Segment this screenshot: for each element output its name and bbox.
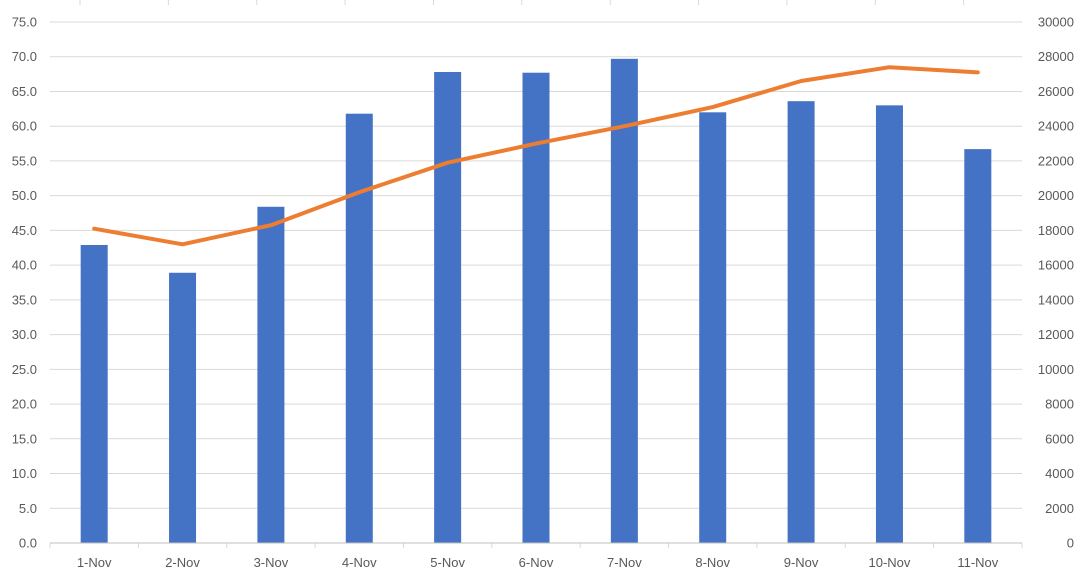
right-tick-label: 4000 bbox=[1045, 466, 1074, 481]
right-tick-label: 12000 bbox=[1038, 327, 1074, 342]
left-tick-label: 45.0 bbox=[12, 223, 37, 238]
right-tick-label: 6000 bbox=[1045, 431, 1074, 446]
left-tick-label: 40.0 bbox=[12, 258, 37, 273]
right-tick-label: 10000 bbox=[1038, 362, 1074, 377]
left-tick-label: 25.0 bbox=[12, 362, 37, 377]
bar bbox=[787, 101, 815, 543]
line-path bbox=[92, 65, 980, 247]
left-tick-label: 60.0 bbox=[12, 119, 37, 134]
right-tick-label: 24000 bbox=[1038, 119, 1074, 134]
left-tick-label: 35.0 bbox=[12, 292, 37, 307]
right-tick-label: 22000 bbox=[1038, 153, 1074, 168]
line-series bbox=[92, 65, 980, 247]
right-tick-label: 28000 bbox=[1038, 49, 1074, 64]
bar bbox=[169, 272, 197, 543]
x-tick-label: 10-Nov bbox=[868, 555, 910, 570]
bar bbox=[257, 206, 285, 544]
x-axis: 1-Nov 2-Nov 3-Nov 4-Nov 5-Nov 6-Nov 7-Nov 8-Nov… bbox=[50, 542, 1022, 570]
right-tick-label: 16000 bbox=[1038, 258, 1074, 273]
bar-series bbox=[80, 58, 992, 544]
x-tick-label: 9-Nov bbox=[784, 555, 819, 570]
left-tick-label: 15.0 bbox=[12, 431, 37, 446]
bar bbox=[345, 113, 373, 544]
left-tick-label: 50.0 bbox=[12, 188, 37, 203]
right-tick-label: 20000 bbox=[1038, 188, 1074, 203]
right-tick-label: 8000 bbox=[1045, 397, 1074, 412]
x-tick-label: 8-Nov bbox=[695, 555, 730, 570]
x-tick-label: 7-Nov bbox=[607, 555, 642, 570]
left-tick-label: 55.0 bbox=[12, 153, 37, 168]
right-tick-label: 18000 bbox=[1038, 223, 1074, 238]
left-tick-label: 5.0 bbox=[19, 501, 37, 516]
x-tick-label: 3-Nov bbox=[254, 555, 289, 570]
x-tick-label: 1-Nov bbox=[77, 555, 112, 570]
left-tick-label: 70.0 bbox=[12, 49, 37, 64]
bar bbox=[610, 58, 638, 544]
bar bbox=[80, 244, 108, 543]
bar bbox=[699, 112, 727, 543]
left-axis: 0.0 5.0 10.0 15.0 20.0 25.0 30.0 35.0 40.0 45.0 50… bbox=[12, 15, 37, 551]
right-tick-label: 0 bbox=[1067, 536, 1074, 551]
right-tick-label: 30000 bbox=[1038, 15, 1074, 30]
x-tick-label: 5-Nov bbox=[430, 555, 465, 570]
bar bbox=[964, 149, 992, 543]
bar bbox=[875, 105, 903, 544]
left-tick-label: 30.0 bbox=[12, 327, 37, 342]
left-tick-label: 75.0 bbox=[12, 15, 37, 30]
right-tick-label: 2000 bbox=[1045, 501, 1074, 516]
x-tick-label: 11-Nov bbox=[957, 555, 998, 570]
right-axis: 0 2000 4000 6000 8000 10000 12000 14000 16000 180… bbox=[1038, 15, 1074, 551]
x-tick-label: 4-Nov bbox=[342, 555, 377, 570]
left-tick-label: 0.0 bbox=[19, 536, 37, 551]
left-tick-label: 20.0 bbox=[12, 397, 37, 412]
bar bbox=[434, 72, 462, 544]
x-tick-label: 2-Nov bbox=[165, 555, 200, 570]
right-tick-label: 26000 bbox=[1038, 84, 1074, 99]
right-tick-label: 14000 bbox=[1038, 292, 1074, 307]
bar bbox=[522, 72, 550, 543]
left-tick-label: 10.0 bbox=[12, 466, 37, 481]
left-tick-label: 65.0 bbox=[12, 84, 37, 99]
x-tick-label: 6-Nov bbox=[519, 555, 554, 570]
